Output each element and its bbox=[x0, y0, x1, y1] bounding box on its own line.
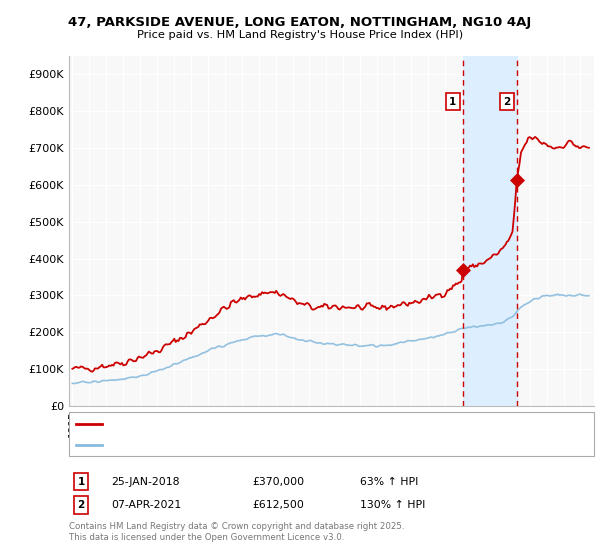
Text: £612,500: £612,500 bbox=[252, 500, 304, 510]
Text: £370,000: £370,000 bbox=[252, 477, 304, 487]
Text: 2: 2 bbox=[503, 96, 511, 106]
Text: 2: 2 bbox=[77, 500, 85, 510]
Bar bbox=[463, 56, 517, 406]
Text: 47, PARKSIDE AVENUE, LONG EATON, NOTTINGHAM, NG10 4AJ: 47, PARKSIDE AVENUE, LONG EATON, NOTTING… bbox=[68, 16, 532, 29]
Text: 25-JAN-2018: 25-JAN-2018 bbox=[111, 477, 179, 487]
Text: 130% ↑ HPI: 130% ↑ HPI bbox=[360, 500, 425, 510]
Text: 1: 1 bbox=[449, 96, 457, 106]
Text: 1: 1 bbox=[77, 477, 85, 487]
Text: Price paid vs. HM Land Registry's House Price Index (HPI): Price paid vs. HM Land Registry's House … bbox=[137, 30, 463, 40]
Text: This data is licensed under the Open Government Licence v3.0.: This data is licensed under the Open Gov… bbox=[69, 533, 344, 542]
Text: HPI: Average price, detached house, Erewash: HPI: Average price, detached house, Erew… bbox=[105, 440, 327, 450]
Text: 47, PARKSIDE AVENUE, LONG EATON, NOTTINGHAM, NG10 4AJ (detached house): 47, PARKSIDE AVENUE, LONG EATON, NOTTING… bbox=[105, 419, 499, 429]
Text: Contains HM Land Registry data © Crown copyright and database right 2025.: Contains HM Land Registry data © Crown c… bbox=[69, 522, 404, 531]
Text: 63% ↑ HPI: 63% ↑ HPI bbox=[360, 477, 418, 487]
Text: 07-APR-2021: 07-APR-2021 bbox=[111, 500, 181, 510]
